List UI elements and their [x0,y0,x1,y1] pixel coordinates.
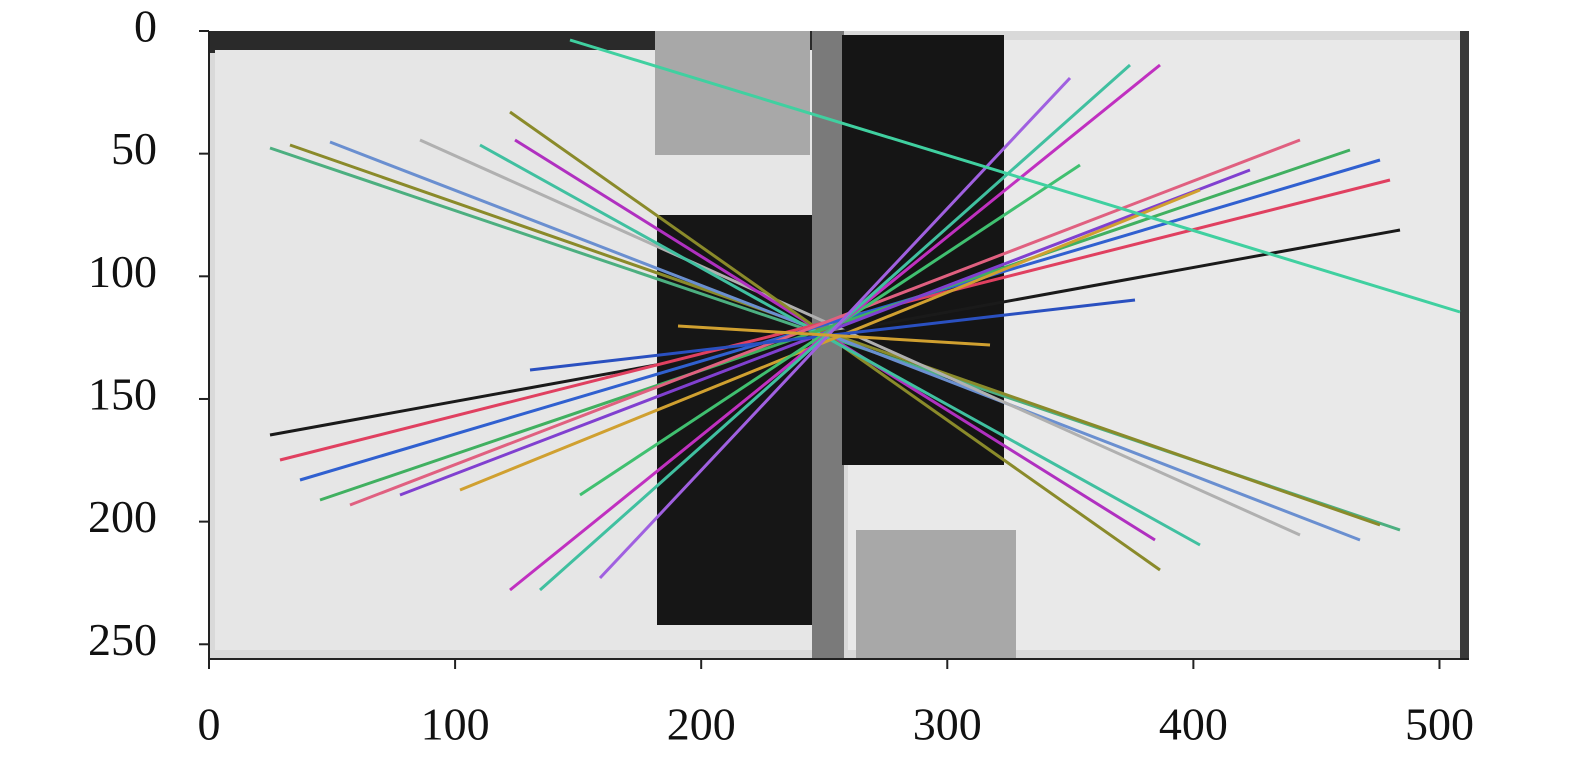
x-tick-label: 100 [421,699,490,750]
image-square [856,530,1016,659]
image [209,31,1469,659]
image-square [655,31,810,155]
y-tick-label: 100 [88,246,157,297]
match-line [569,38,1461,314]
x-tick-label: 200 [667,699,736,750]
match-line [459,188,1201,492]
x-tick-label: 400 [1159,699,1228,750]
match-line [677,324,991,347]
match-lines [269,38,1461,592]
match-line [329,140,1361,542]
match-line [598,76,1072,580]
x-tick-label: 300 [913,699,982,750]
x-tick-label: 0 [198,699,221,750]
y-tick-label: 250 [88,614,157,665]
match-line [269,228,1401,437]
y-tick-label: 50 [111,123,157,174]
match-line [299,158,1381,482]
y-tick-label: 200 [88,491,157,542]
y-tick-label: 0 [134,1,157,52]
match-line [479,143,1201,547]
x-tick-label: 500 [1405,699,1474,750]
image-edge [1460,31,1469,659]
y-tick-label: 150 [88,369,157,420]
match-line [349,138,1301,507]
